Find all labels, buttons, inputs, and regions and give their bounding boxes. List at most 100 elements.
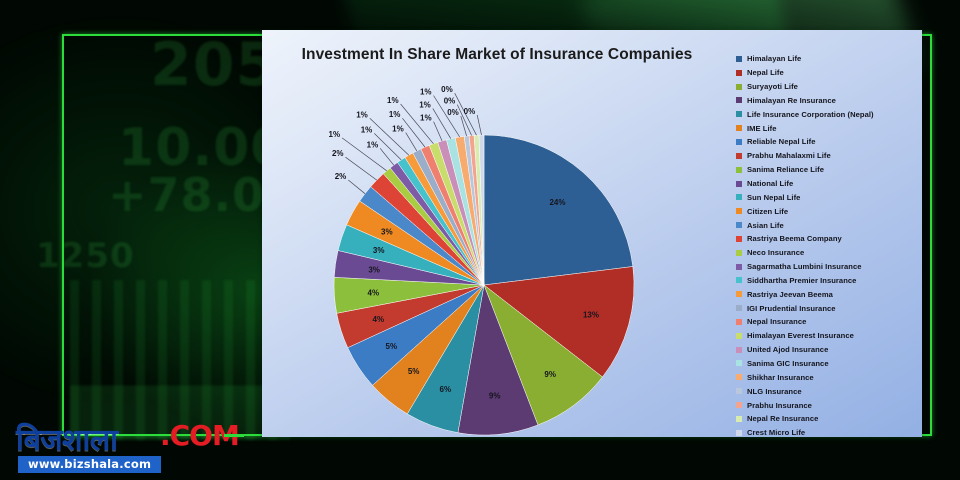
pie-label-leader-line [456,104,472,136]
legend-item[interactable]: Sun Nepal Life [736,190,920,204]
legend-item-label: Nepal Insurance [747,317,807,327]
legend-item[interactable]: Himalayan Re Insurance [736,94,920,108]
pie-slice-label: 24% [549,198,565,207]
legend-color-swatch [736,208,742,215]
legend-item-label: Prabhu Mahalaxmi Life [747,151,831,161]
legend-item[interactable]: National Life [736,177,920,191]
legend-item[interactable]: Himalayan Everest Insurance [736,329,920,343]
legend-item-label: Nepal Life [747,68,784,78]
legend-item[interactable]: Shikhar Insurance [736,370,920,384]
legend-color-swatch [736,402,742,409]
legend-item[interactable]: Himalayan Life [736,52,920,66]
legend-color-swatch [736,360,742,367]
legend-color-swatch [736,125,742,132]
legend-item-label: Life Insurance Corporation (Nepal) [747,109,874,119]
legend-item[interactable]: Nepal Life [736,66,920,80]
legend-item-label: Crest Micro Life [747,428,806,438]
legend-item-label: National Life [747,179,794,189]
legend-item-label: Citizen Life [747,206,789,216]
legend-item-label: Sanima Reliance Life [747,165,824,175]
logo-accent-dash [224,434,244,437]
pie-slice-label: 1% [367,140,379,149]
legend-color-swatch [736,55,742,62]
legend-item[interactable]: Siddhartha Premier Insurance [736,274,920,288]
pie-slice-label: 3% [368,265,380,274]
legend-item[interactable]: NLG Insurance [736,384,920,398]
legend-color-swatch [736,415,742,422]
legend-color-swatch [736,194,742,201]
pie-label-leader-line [379,148,395,166]
legend-item[interactable]: Suryayoti Life [736,80,920,94]
pie-slice[interactable] [483,266,635,378]
pie-slice-label: 1% [420,88,432,97]
legend-item[interactable]: Nepal Insurance [736,315,920,329]
pie-slice-label: 1% [356,110,368,119]
pie-label-leader-line [400,103,434,145]
legend-item-label: Sanima GIC Insurance [747,358,829,368]
pie-slice-label: 1% [419,100,431,109]
legend-color-swatch [736,138,742,145]
legend-color-swatch [736,166,742,173]
pie-label-leader-line [476,114,482,136]
legend-item-label: Himalayan Everest Insurance [747,331,854,341]
legend-item[interactable]: Sanima GIC Insurance [736,357,920,371]
pie-label-leader-line [374,133,402,161]
legend-item-label: Neco Insurance [747,248,805,258]
legend-item[interactable]: IME Life [736,121,920,135]
pie-slice-label: 9% [489,392,501,401]
legend-color-swatch [736,263,742,270]
pie-slice-label: 6% [440,385,452,394]
legend-color-swatch [736,346,742,353]
pie-label-leader-line [348,179,366,194]
legend-color-swatch [736,332,742,339]
legend-item-label: Himalayan Re Insurance [747,95,836,105]
pie-slice-label: 9% [544,370,556,379]
legend-item[interactable]: Crest Micro Life [736,426,920,440]
legend-item[interactable]: Citizen Life [736,204,920,218]
legend-item-label: Siddhartha Premier Insurance [747,275,857,285]
background-bar-graph-texture [70,280,290,440]
pie-slice-label: 3% [381,227,393,236]
pie-slice-label: 0% [444,97,456,106]
legend-item[interactable]: United Ajod Insurance [736,343,920,357]
legend-item[interactable]: Prabhu Mahalaxmi Life [736,149,920,163]
pie-chart: 24% 13% 9% 9% 6% 5% 5% 4% 4% 3% 3% 3% 2% 2% 1% 1% 1% 1% 1%… [262,30,732,437]
pie-slice-label: 1% [387,96,399,105]
pie-label-leader-line [433,95,460,138]
pie-slice-label: 5% [386,342,398,351]
logo-url-text: www.bizshala.com [18,456,162,473]
legend-item[interactable]: Nepal Re Insurance [736,412,920,426]
legend-item[interactable]: Rastriya Beema Company [736,232,920,246]
pie-slice-label: 1% [420,114,432,123]
legend-color-swatch [736,69,742,76]
legend-item-label: Rastriya Beema Company [747,234,842,244]
legend-color-swatch [736,180,742,187]
legend-item[interactable]: Rastriya Jeevan Beema [736,287,920,301]
pie-slice-label: 2% [335,172,347,181]
pie-label-leader-line [369,118,410,156]
legend-item[interactable]: Sagarmatha Lumbini Insurance [736,260,920,274]
legend-item[interactable]: Reliable Nepal Life [736,135,920,149]
pie-label-leader-line [460,116,467,137]
legend-color-swatch [736,277,742,284]
legend-item[interactable]: Asian Life [736,218,920,232]
legend-color-swatch [736,388,742,395]
pie-slice-label: 4% [373,315,385,324]
legend-item[interactable]: Life Insurance Corporation (Nepal) [736,107,920,121]
legend-color-swatch [736,374,742,381]
legend-item[interactable]: IGI Prudential Insurance [736,301,920,315]
pie-label-leader-line [402,117,426,148]
pie-slice-label: 0% [441,85,453,94]
legend-item-label: Himalayan Life [747,54,802,64]
legend-color-swatch [736,235,742,242]
legend-item[interactable]: Prabhu Insurance [736,398,920,412]
pie-label-leader-line [341,137,387,172]
pie-slice-label: 1% [392,125,404,134]
chart-panel: Investment In Share Market of Insurance … [262,30,922,437]
legend-item[interactable]: Neco Insurance [736,246,920,260]
pie-slice[interactable] [483,134,634,286]
legend-color-swatch [736,222,742,229]
legend-item[interactable]: Sanima Reliance Life [736,163,920,177]
pie-slice[interactable] [478,134,485,286]
